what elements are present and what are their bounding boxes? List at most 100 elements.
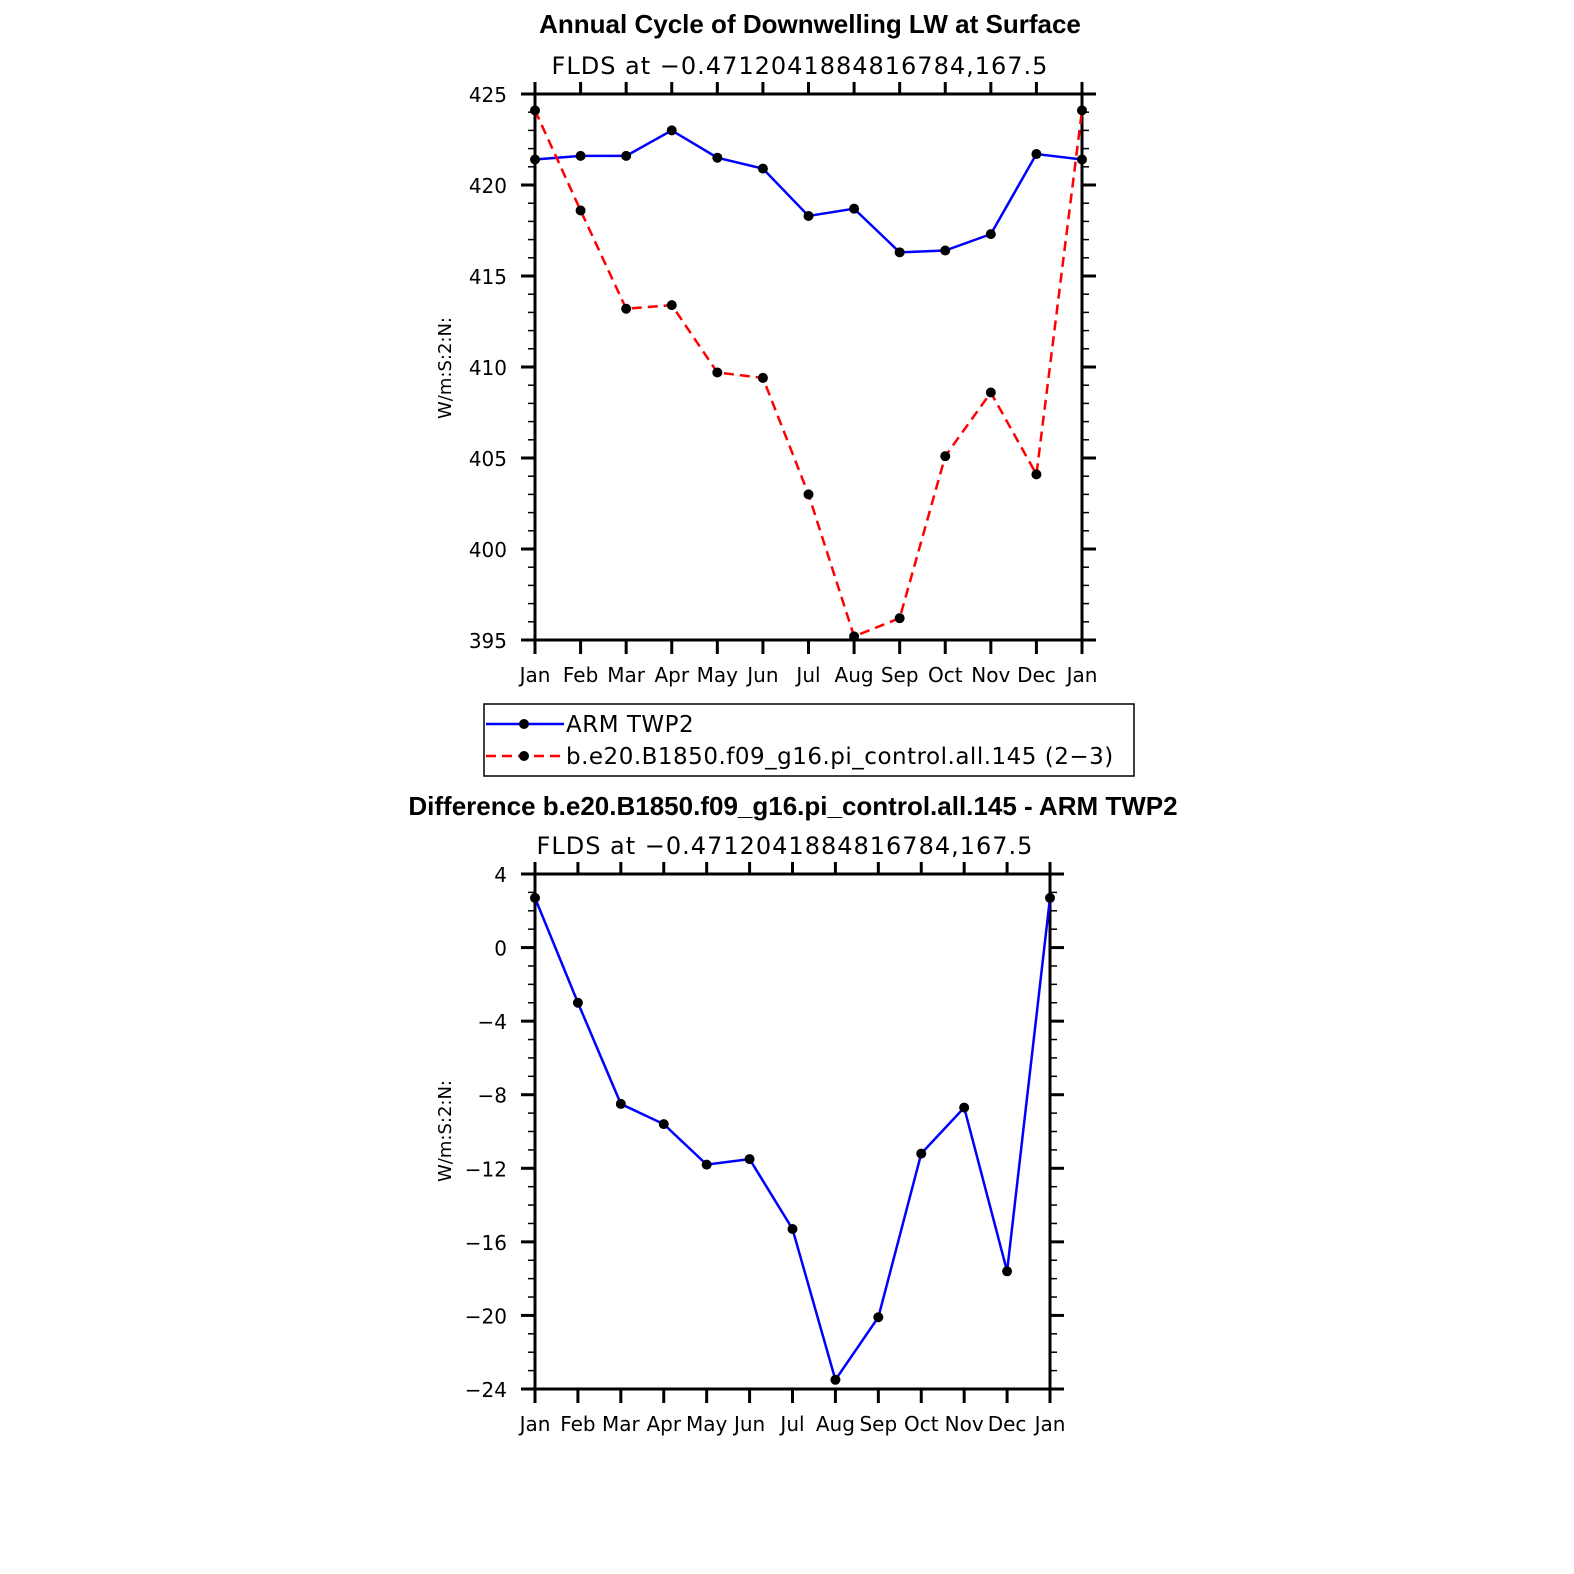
top-series-0-point [1077,154,1087,165]
top-ytick-label: 425 [469,83,507,107]
bottom-xtick-label: Jan [1033,1412,1066,1436]
top-series-0-point [940,245,951,256]
bottom-ytick-label: 0 [494,937,507,961]
top-xtick-label: Sep [881,663,919,687]
top-xtick-label: Mar [607,663,646,687]
top-xtick-label: Oct [928,663,963,687]
bottom-series-0-point [744,1154,755,1165]
bottom-series-0-point [1002,1266,1013,1277]
bottom-series-0-point [530,892,540,903]
bottom-series-0-point [572,997,583,1008]
top-series-1-point [803,489,814,500]
bottom-xtick-label: Jan [518,1412,551,1436]
bottom-ytick-label: −20 [465,1304,507,1328]
bottom-xtick-label: May [686,1412,728,1436]
bottom-plot-area: Jan Feb Mar Apr May Jun Jul Aug Sep Oct Nov Dec Jan4… [465,862,1066,1436]
bottom-ytick-label: −4 [478,1010,507,1034]
top-xtick-label: Jul [794,663,820,687]
top-xtick-label: Jan [518,663,551,687]
bottom-xtick-label: Nov [945,1412,984,1436]
top-xtick-label: Apr [654,663,689,687]
bottom-xtick-label: Feb [560,1412,595,1436]
top-series-1-point [621,303,632,314]
top-series-0-point [757,163,768,174]
top-ytick-label: 395 [469,629,507,653]
legend: ARM TWP2 b.e20.B1850.f09_g16.pi_control.… [483,703,1135,777]
bottom-series-0-point [1045,892,1055,903]
bottom-xtick-label: Oct [904,1412,939,1436]
bottom-ytick-label: −8 [478,1084,507,1108]
top-chart-title: Annual Cycle of Downwelling LW at Surfac… [539,9,1081,39]
top-xtick-label: Dec [1017,663,1056,687]
top-ytick-label: 400 [469,538,507,562]
top-series-0-point [849,203,860,214]
top-series-0-point [666,125,677,136]
bottom-series-0-point [658,1119,669,1130]
top-series-1-point [757,372,768,383]
legend-label-model: b.e20.B1850.f09_g16.pi_control.all.145 (… [566,744,1114,770]
top-series-0-point [894,247,905,258]
bottom-series-0-point [701,1159,712,1170]
top-series-1-point [712,367,723,378]
top-series-0-point [530,154,540,165]
legend-label-arm: ARM TWP2 [566,712,694,738]
bottom-xtick-label: Dec [988,1412,1027,1436]
bottom-xtick-label: Jul [778,1412,804,1436]
top-series-0-point [985,229,996,240]
bottom-chart-title: Difference b.e20.B1850.f09_g16.pi_contro… [408,791,1177,821]
bottom-series-0-point [873,1312,884,1323]
top-series-1-point [666,300,677,311]
bottom-series-0-point [959,1102,970,1113]
legend-marker-arm [519,719,529,729]
bottom-ytick-label: 4 [494,863,507,887]
top-series-line-1 [533,109,1084,639]
top-ytick-label: 415 [469,265,507,289]
top-xtick-label: May [697,663,739,687]
bottom-frame [533,872,1052,1391]
top-ytick-label: 420 [469,174,507,198]
top-xtick-label: Feb [563,663,598,687]
top-series-1-point [530,105,540,116]
top-series-0-point [575,150,586,161]
bottom-xtick-label: Jun [732,1412,765,1436]
top-series-line-0 [534,128,1083,254]
top-series-1-point [894,613,905,624]
bottom-chart-subtitle: FLDS at −0.4712041884816784,167.5 [537,832,1034,860]
top-frame [533,92,1084,642]
top-chart-subtitle: FLDS at −0.4712041884816784,167.5 [552,52,1049,80]
top-series-1-point [575,205,586,216]
top-ytick-label: 405 [469,447,507,471]
bottom-xtick-label: Sep [859,1412,897,1436]
bottom-xtick-label: Aug [816,1412,855,1436]
top-series-1-point [940,451,951,462]
top-series-1-point [985,387,996,398]
top-y-axis-label: W/m:S:2:N: [435,317,456,419]
top-series-1-point [849,631,860,642]
top-xtick-label: Nov [971,663,1010,687]
top-plot-area: Jan Feb Mar Apr May Jun Jul Aug Sep Oct Nov Dec Jan 4… [469,82,1098,687]
bottom-series-0-point [830,1374,841,1385]
bottom-y-axis-label: W/m:S:2:N: [435,1080,456,1182]
top-series-0-point [1031,149,1042,160]
top-xtick-label: Jun [745,663,778,687]
bottom-xtick-label: Mar [602,1412,641,1436]
top-ytick-label: 410 [469,356,507,380]
top-series-1-point [1077,105,1087,116]
bottom-series-0-point [615,1098,626,1109]
bottom-ytick-label: −16 [465,1231,507,1255]
legend-box [483,703,1135,777]
bottom-series-line-0 [533,897,1052,1383]
bottom-ytick-label: −12 [465,1157,507,1181]
top-series-0-point [621,150,632,161]
top-series-0-point [803,210,814,221]
bottom-ytick-label: −24 [465,1378,507,1402]
top-series-1-point [1031,469,1042,480]
top-xtick-label: Aug [835,663,874,687]
top-series-0-point [712,152,723,163]
bottom-series-0-point [787,1223,798,1234]
bottom-xtick-label: Apr [646,1412,681,1436]
top-xtick-label: Jan [1065,663,1098,687]
bottom-series-0-point [916,1148,927,1159]
legend-marker-model [519,751,529,761]
